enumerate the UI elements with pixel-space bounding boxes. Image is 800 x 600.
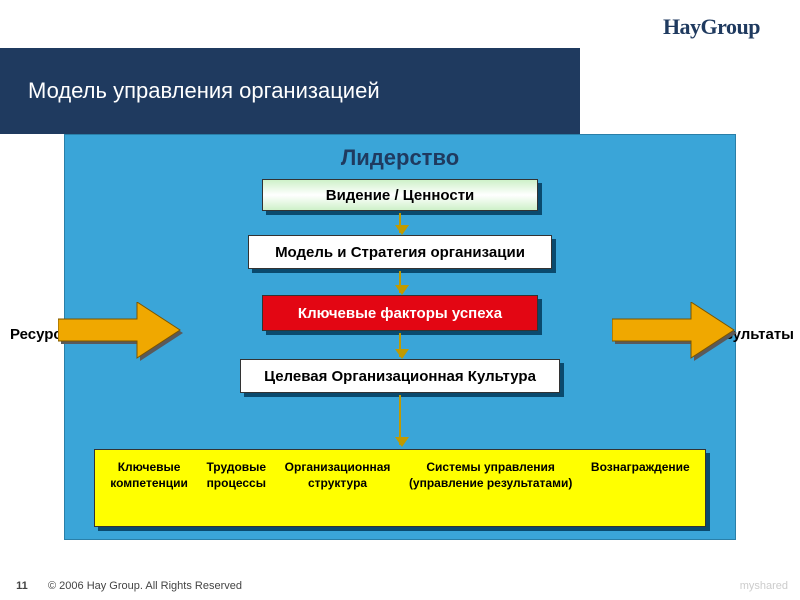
arrow-down-4 xyxy=(399,395,401,445)
bottom-item: Ключевыекомпетенции xyxy=(101,460,197,491)
bottom-item: Системы управления(управление результата… xyxy=(400,460,582,491)
big-arrow-right-out xyxy=(612,302,740,364)
box-model-strategy: Модель и Стратегия организации xyxy=(248,235,552,269)
big-arrow-left-in xyxy=(58,302,186,364)
page-title: Модель управления организацией xyxy=(28,78,380,104)
brand-logo: HayGroup xyxy=(663,14,760,40)
arrow-down-3 xyxy=(399,333,401,357)
bottom-row: КлючевыекомпетенцииТрудовыепроцессыОрган… xyxy=(94,449,706,527)
arrow-down-2 xyxy=(399,271,401,293)
box-vision-values: Видение / Ценности xyxy=(262,179,538,211)
copyright: © 2006 Hay Group. All Rights Reserved xyxy=(44,580,740,592)
box-key-success-factors: Ключевые факторы успеха xyxy=(262,295,538,331)
box-target-culture: Целевая Организационная Культура xyxy=(240,359,560,393)
arrow-down-1 xyxy=(399,213,401,233)
bottom-item: Трудовыепроцессы xyxy=(197,460,275,491)
bottom-item: Организационнаяструктура xyxy=(275,460,399,491)
bottom-item: Вознаграждение xyxy=(582,460,699,476)
page-title-bar: Модель управления организацией xyxy=(0,48,580,134)
page-number: 11 xyxy=(0,580,44,592)
footer: 11 © 2006 Hay Group. All Rights Reserved… xyxy=(0,580,800,592)
panel-title: Лидерство xyxy=(341,145,459,171)
watermark: myshared xyxy=(740,580,800,592)
